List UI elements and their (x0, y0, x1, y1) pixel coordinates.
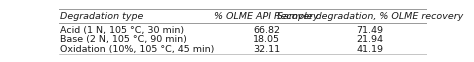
Text: % OLME API Recovery: % OLME API Recovery (215, 12, 319, 21)
Text: Oxidation (10%, 105 °C, 45 min): Oxidation (10%, 105 °C, 45 min) (60, 45, 214, 54)
Text: 21.94: 21.94 (356, 35, 383, 44)
Text: Sample degradation, % OLME recovery: Sample degradation, % OLME recovery (276, 12, 463, 21)
Text: Base (2 N, 105 °C, 90 min): Base (2 N, 105 °C, 90 min) (60, 35, 187, 44)
Text: Acid (1 N, 105 °C, 30 min): Acid (1 N, 105 °C, 30 min) (60, 26, 184, 35)
Text: Degradation type: Degradation type (60, 12, 143, 21)
Text: 66.82: 66.82 (253, 26, 280, 35)
Text: 41.19: 41.19 (356, 45, 383, 54)
Text: 32.11: 32.11 (253, 45, 280, 54)
Text: 18.05: 18.05 (253, 35, 280, 44)
Text: 71.49: 71.49 (356, 26, 383, 35)
